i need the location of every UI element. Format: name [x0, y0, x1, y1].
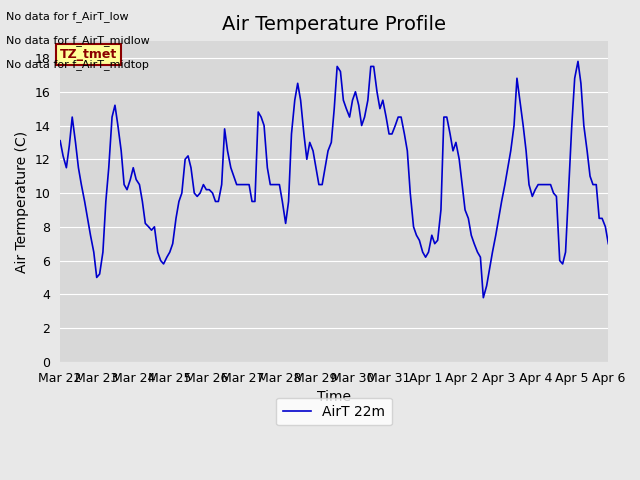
- AirT 22m: [513, 75, 521, 81]
- AirT 22m: [604, 241, 612, 247]
- Text: No data for f_AirT_midlow: No data for f_AirT_midlow: [6, 35, 150, 46]
- AirT 22m: [209, 190, 216, 196]
- AirT 22m: [574, 59, 582, 64]
- AirT 22m: [138, 199, 146, 204]
- AirT 22m: [56, 138, 64, 144]
- X-axis label: Time: Time: [317, 390, 351, 404]
- AirT 22m: [321, 165, 329, 170]
- AirT 22m: [479, 295, 487, 300]
- Text: No data for f_AirT_midtop: No data for f_AirT_midtop: [6, 59, 149, 70]
- Text: TZ_tmet: TZ_tmet: [60, 48, 117, 61]
- AirT 22m: [318, 182, 326, 188]
- Title: Air Temperature Profile: Air Temperature Profile: [222, 15, 446, 34]
- AirT 22m: [102, 199, 109, 204]
- Text: No data for f_AirT_low: No data for f_AirT_low: [6, 11, 129, 22]
- Y-axis label: Air Termperature (C): Air Termperature (C): [15, 131, 29, 273]
- Line: AirT 22m: AirT 22m: [60, 61, 608, 298]
- Legend: AirT 22m: AirT 22m: [276, 397, 392, 425]
